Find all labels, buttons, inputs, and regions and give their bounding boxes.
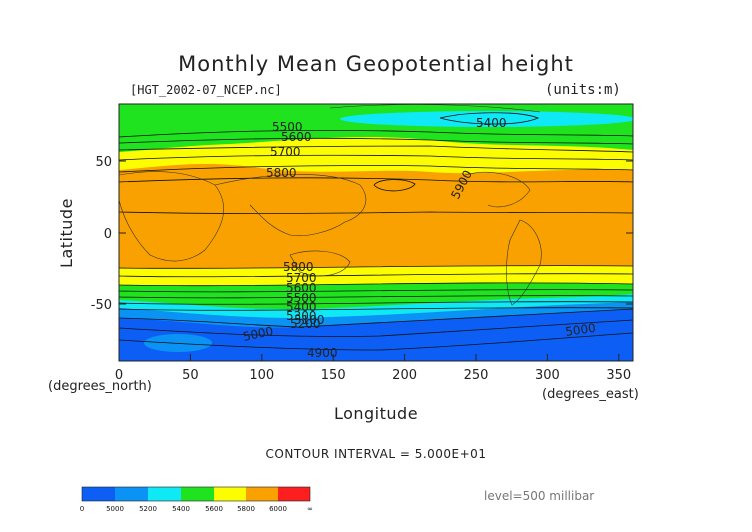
contour-label: 5700 <box>270 145 301 159</box>
colorbar-frame <box>81 486 311 502</box>
units-label: (units:m) <box>545 82 621 98</box>
x-tick-label: 300 <box>535 368 560 383</box>
x-tick-label: 250 <box>464 368 489 383</box>
contour-label: 4900 <box>307 346 338 360</box>
x-tick-label: 0 <box>115 368 123 383</box>
colorbar-swatch <box>246 487 278 501</box>
colorbar-tick: 0 <box>80 505 84 513</box>
chart-title: Monthly Mean Geopotential height <box>178 52 574 76</box>
colorbar-swatch <box>148 487 181 501</box>
colorbar-tick: ∞ <box>307 505 313 513</box>
x-tick-label: 350 <box>606 368 631 383</box>
contour-lines <box>119 112 633 351</box>
band-south-5000 <box>119 309 633 361</box>
band-north-5400 <box>340 111 633 127</box>
x-tick-marks <box>118 354 620 361</box>
contour-label: 5500 <box>272 120 303 134</box>
x-tick-label: 100 <box>249 368 274 383</box>
x-tick-label: 50 <box>182 368 199 383</box>
colorbar-swatch <box>82 487 115 501</box>
contour-label: 5000 <box>564 321 596 339</box>
contour-label: 5600 <box>286 281 317 295</box>
file-label: [HGT_2002-07_NCEP.nc] <box>130 83 282 97</box>
map-area <box>119 104 633 361</box>
colorbar <box>81 486 311 502</box>
y-axis-label: Latitude <box>57 198 76 268</box>
x-axis-label: Longitude <box>334 404 418 423</box>
colorbar-tick: 6000 <box>269 505 287 513</box>
contour-label: 5300 <box>286 309 317 323</box>
y-tick-label: 50 <box>95 155 112 170</box>
contour-label: 5500 <box>286 291 317 305</box>
contour-label: 5600 <box>281 130 312 144</box>
y-unit-label: (degrees_north) <box>48 379 152 394</box>
colorbar-swatch <box>214 487 246 501</box>
contour-label: 5200 <box>290 317 321 331</box>
coastlines <box>119 104 542 306</box>
colorbar-tick: 5000 <box>106 505 124 513</box>
contour-label: 5400 <box>476 116 507 130</box>
contour-label: 5700 <box>286 271 317 285</box>
contour-label-group: 5500 5600 5700 5800 5400 5900 5800 5700 … <box>242 116 597 360</box>
x-unit-label: (degrees_east) <box>542 387 639 402</box>
contour-label: 5100 <box>294 313 325 327</box>
contour-label: 5400 <box>286 300 317 314</box>
colorbar-swatch <box>115 487 148 501</box>
contour-label: 5800 <box>266 166 297 180</box>
colorbar-tick: 5800 <box>237 505 255 513</box>
colorbar-tick: 5600 <box>205 505 223 513</box>
colorbar-swatch <box>181 487 214 501</box>
contour-label: 5800 <box>283 260 314 274</box>
y-tick-label: -50 <box>91 298 112 313</box>
colorbar-swatch <box>278 487 310 501</box>
x-tick-label: 200 <box>392 368 417 383</box>
x-tick-label: 150 <box>321 368 346 383</box>
y-tick-marks <box>119 160 633 305</box>
colorbar-tick: 5400 <box>172 505 190 513</box>
y-tick-label: 0 <box>104 227 112 242</box>
contour-interval: CONTOUR INTERVAL = 5.000E+01 <box>266 447 487 461</box>
colorbar-tick: 5200 <box>139 505 157 513</box>
contour-label: 5000 <box>242 324 275 344</box>
band-north-edge <box>119 164 633 182</box>
level-label: level=500 millibar <box>484 489 594 503</box>
